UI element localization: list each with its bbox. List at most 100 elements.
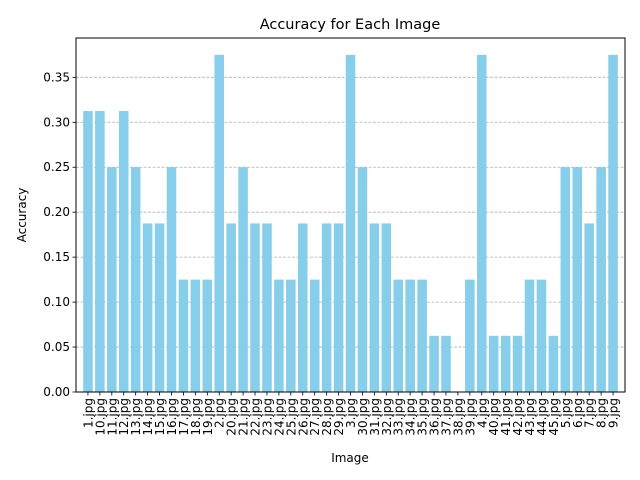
bar [417, 279, 427, 392]
x-tick-label: 24.jpg [272, 398, 286, 436]
bar [333, 223, 344, 392]
y-tick-label: 0.15 [43, 250, 70, 264]
x-tick-label: 40.jpg [487, 398, 501, 436]
bars [83, 54, 618, 393]
x-tick-label: 1.jpg [81, 398, 95, 428]
x-tick-label: 11.jpg [105, 398, 119, 436]
y-axis-ticks: 0.00 0.05 0.10 0.15 0.20 0.25 0.30 0.35 [43, 70, 76, 399]
x-axis-label: Image [331, 451, 369, 465]
x-tick-label: 39.jpg [463, 398, 477, 436]
plot-frame [75, 37, 626, 393]
bar [262, 223, 272, 392]
x-tick-label: 36.jpg [428, 398, 442, 436]
x-tick-label: 30.jpg [356, 398, 370, 436]
bar [250, 223, 260, 392]
bar [309, 279, 320, 392]
x-tick-label: 2.jpg [213, 398, 227, 428]
bar [524, 279, 535, 392]
x-tick-label: 26.jpg [296, 398, 310, 436]
y-tick-label: 0.35 [43, 70, 70, 84]
x-tick-label: 10.jpg [93, 398, 107, 436]
bar [465, 279, 475, 392]
x-tick-label: 37.jpg [439, 398, 453, 436]
x-tick-label: 15.jpg [153, 398, 167, 436]
x-tick-label: 14.jpg [141, 398, 155, 436]
chart-title: Accuracy for Each Image [260, 17, 441, 33]
bar [118, 111, 129, 393]
bar [584, 223, 594, 392]
bar [297, 223, 308, 392]
x-tick-label: 13.jpg [129, 398, 143, 436]
y-tick-label: 0.30 [43, 115, 70, 129]
bar [226, 223, 236, 392]
bar [130, 167, 141, 392]
x-tick-label: 38.jpg [451, 398, 465, 436]
x-tick-label: 12.jpg [117, 398, 131, 436]
bar [548, 335, 559, 392]
bar [274, 279, 284, 392]
bar [286, 279, 296, 392]
bar [560, 167, 571, 392]
x-tick-label: 43.jpg [523, 398, 537, 436]
bar [405, 279, 415, 392]
x-tick-label: 3.jpg [344, 398, 358, 428]
x-tick-label: 28.jpg [320, 398, 334, 436]
x-tick-label: 35.jpg [416, 398, 430, 436]
x-tick-label: 22.jpg [249, 398, 263, 436]
bar [512, 335, 523, 392]
x-axis-ticks: 1.jpg10.jpg11.jpg12.jpg13.jpg14.jpg15.jp… [81, 392, 621, 436]
bar [345, 54, 356, 392]
x-tick-label: 4.jpg [475, 398, 489, 428]
x-tick-label: 17.jpg [177, 398, 191, 436]
bar [608, 54, 618, 392]
x-tick-label: 29.jpg [332, 398, 346, 436]
x-tick-label: 19.jpg [201, 398, 215, 436]
x-tick-label: 9.jpg [607, 398, 621, 428]
y-tick-label: 0.20 [43, 205, 70, 219]
bar [178, 279, 189, 392]
x-tick-label: 6.jpg [571, 398, 585, 428]
x-tick-label: 33.jpg [392, 398, 406, 436]
bar [190, 279, 201, 392]
bar [202, 279, 213, 392]
y-tick-label: 0.05 [43, 340, 70, 354]
bar [142, 223, 153, 392]
x-tick-label: 31.jpg [368, 398, 382, 436]
y-tick-label: 0.00 [43, 385, 70, 399]
x-tick-label: 8.jpg [595, 398, 609, 428]
bar [238, 167, 248, 392]
y-tick-label: 0.10 [43, 295, 70, 309]
x-tick-label: 5.jpg [559, 398, 573, 428]
x-tick-label: 7.jpg [583, 398, 597, 428]
y-axis-label: Accuracy [15, 188, 29, 243]
x-tick-label: 25.jpg [284, 398, 298, 436]
bar [83, 111, 93, 393]
bar [321, 223, 332, 392]
bar [572, 167, 583, 392]
x-tick-label: 34.jpg [404, 398, 418, 436]
bar [107, 167, 117, 392]
x-tick-label: 21.jpg [237, 398, 251, 436]
y-tick-label: 0.25 [43, 160, 70, 174]
bar [393, 279, 404, 392]
bar [596, 167, 606, 392]
bar [95, 111, 105, 393]
x-tick-label: 23.jpg [260, 398, 274, 436]
bar [500, 335, 511, 392]
x-tick-label: 18.jpg [189, 398, 203, 436]
bar [357, 167, 368, 392]
bar [369, 223, 380, 392]
bar [536, 279, 547, 392]
x-tick-label: 16.jpg [165, 398, 179, 436]
bar [166, 167, 177, 392]
x-tick-label: 41.jpg [499, 398, 513, 436]
bar [154, 223, 165, 392]
x-tick-label: 45.jpg [547, 398, 561, 436]
x-tick-label: 44.jpg [535, 398, 549, 436]
bar [429, 335, 439, 392]
bar [441, 335, 451, 392]
x-tick-label: 20.jpg [225, 398, 239, 436]
x-tick-label: 32.jpg [380, 398, 394, 436]
